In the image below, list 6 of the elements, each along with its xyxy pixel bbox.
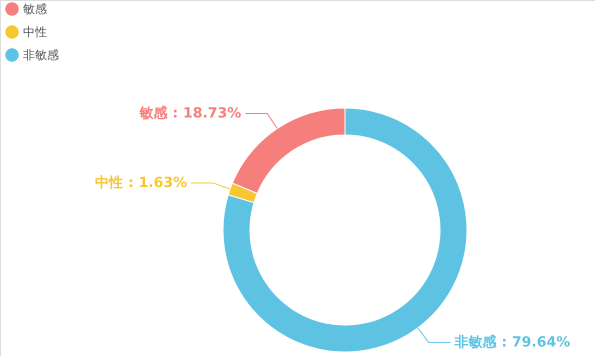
data-label: 中性 : 1.63% <box>95 174 188 191</box>
data-label: 敏感 : 18.73% <box>138 106 242 122</box>
legend-label: 中性 <box>23 25 47 39</box>
legend-label: 敏感 <box>23 2 47 16</box>
legend-label: 非敏感 <box>23 48 59 62</box>
data-label: 非敏感 : 79.64% <box>454 334 570 350</box>
